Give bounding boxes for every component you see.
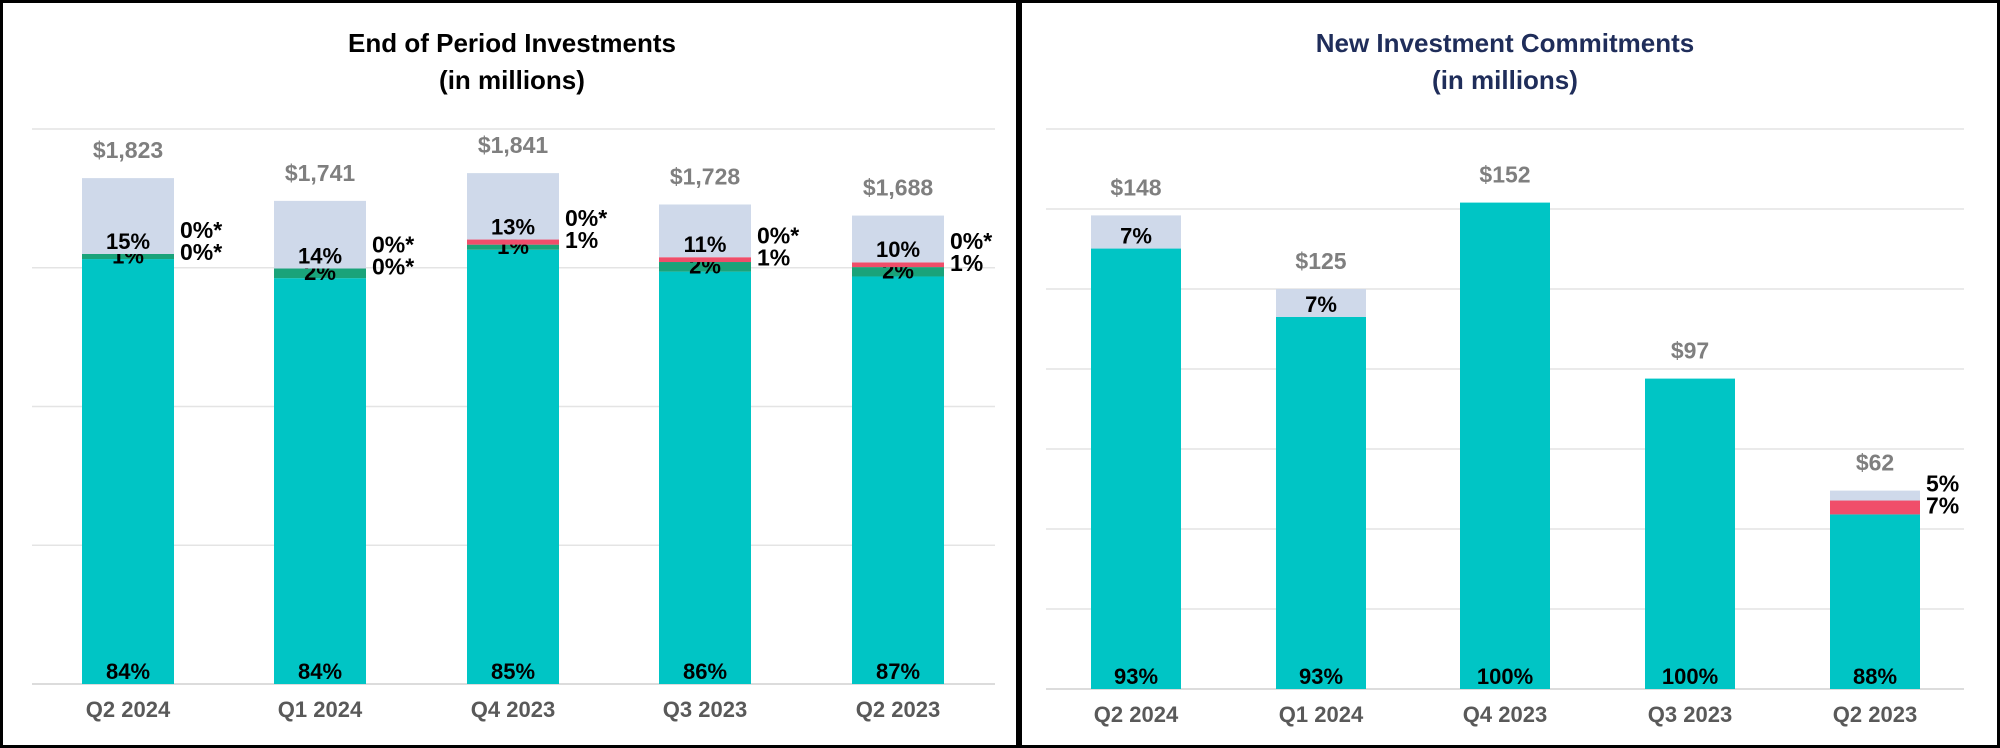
value-label: 5% [1926, 471, 1959, 497]
bar-segment [659, 262, 751, 272]
value-label: 0%* [372, 254, 414, 280]
value-label: 10% [876, 237, 920, 262]
x-tick-label: Q3 2023 [1648, 702, 1732, 727]
chart-title: New Investment Commitments [1316, 28, 1695, 58]
bar-segment [274, 200, 366, 269]
value-label: 1% [757, 245, 790, 271]
chart-subtitle: (in millions) [1432, 65, 1578, 95]
value-label: 0%* [950, 228, 992, 254]
bar-segment [852, 262, 944, 268]
bar-segment [467, 173, 559, 240]
value-label: 100% [1662, 664, 1718, 689]
bar-segment [1276, 317, 1366, 689]
bar-segment [852, 215, 944, 263]
x-tick-label: Q4 2023 [1463, 702, 1547, 727]
x-tick-label: Q2 2023 [856, 697, 940, 722]
x-tick-label: Q1 2024 [278, 697, 363, 722]
bar-segment [1091, 215, 1181, 249]
x-tick-label: Q2 2023 [1833, 702, 1917, 727]
bar-segment [1091, 248, 1181, 689]
value-label: 11% [684, 232, 727, 257]
value-label: 88% [1853, 664, 1897, 689]
bar-segment [659, 271, 751, 684]
bar-segment [852, 276, 944, 684]
bar-segment [467, 249, 559, 684]
total-label: $62 [1856, 450, 1894, 476]
value-label: 84% [298, 659, 342, 684]
bar-segment [1830, 490, 1920, 501]
value-label: 93% [1114, 664, 1158, 689]
total-label: $148 [1110, 174, 1161, 200]
x-tick-label: Q4 2023 [471, 697, 555, 722]
bar-segment [1830, 500, 1920, 515]
bar-segment [1460, 202, 1550, 689]
value-label: 1% [950, 250, 983, 276]
chart-title: End of Period Investments [348, 28, 676, 58]
value-label: 13% [491, 214, 535, 239]
value-label: 14% [298, 243, 342, 268]
total-label: $152 [1479, 162, 1530, 188]
bar-segment [467, 239, 559, 245]
total-label: $125 [1295, 248, 1346, 274]
value-label: 93% [1299, 664, 1343, 689]
total-label: $1,728 [670, 164, 741, 190]
value-label: 0%* [565, 205, 607, 231]
total-label: $1,741 [285, 160, 356, 186]
x-tick-label: Q3 2023 [663, 697, 747, 722]
bar-segment [659, 257, 751, 263]
total-label: $1,841 [478, 132, 549, 158]
bar-segment [274, 278, 366, 684]
value-label: 0%* [180, 239, 222, 265]
value-label: 7% [1926, 493, 1959, 519]
bar-segment [82, 259, 174, 684]
total-label: $1,688 [863, 175, 934, 201]
chart-subtitle: (in millions) [439, 65, 585, 95]
value-label: 85% [491, 659, 535, 684]
x-tick-label: Q1 2024 [1279, 702, 1364, 727]
value-label: 86% [683, 659, 727, 684]
bar-segment [659, 204, 751, 258]
bar-segment [82, 253, 174, 260]
bar-segment [1830, 514, 1920, 689]
value-label: 1% [565, 227, 598, 253]
bar-segment [274, 268, 366, 279]
value-label: 100% [1477, 664, 1533, 689]
value-label: 0%* [372, 232, 414, 258]
value-label: 7% [1120, 223, 1152, 248]
bar-segment [852, 267, 944, 277]
value-label: 7% [1305, 292, 1337, 317]
bar-segment [467, 244, 559, 250]
bar-segment [1276, 289, 1366, 317]
total-label: $1,823 [93, 137, 163, 163]
x-tick-label: Q2 2024 [1094, 702, 1179, 727]
bar-segment [1645, 378, 1735, 689]
x-tick-label: Q2 2024 [86, 697, 171, 722]
value-label: 87% [876, 659, 920, 684]
total-label: $97 [1671, 338, 1709, 364]
value-label: 0%* [757, 223, 799, 249]
value-label: 0%* [180, 217, 222, 243]
value-label: 15% [106, 229, 150, 254]
bar-segment [82, 178, 174, 254]
value-label: 84% [106, 659, 150, 684]
